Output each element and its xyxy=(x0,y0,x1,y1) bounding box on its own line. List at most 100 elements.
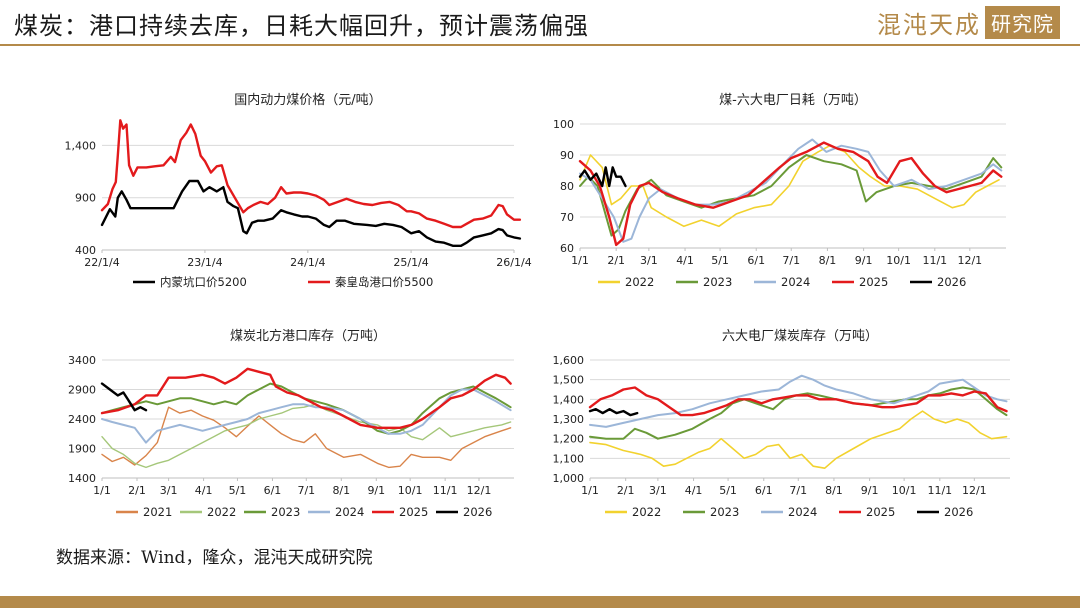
chart-price: 国内动力煤价格（元/吨） 400 900 1,400 22/1/4 23/1/4 24/1/… xyxy=(65,92,532,289)
y-tick-label: 1,100 xyxy=(553,452,585,465)
header-divider xyxy=(0,44,1080,46)
series-line-2024 xyxy=(589,374,1008,428)
x-tick-label: 22/1/4 xyxy=(84,256,119,269)
series-line-2023 xyxy=(579,154,1003,237)
y-tick-label: 400 xyxy=(75,244,96,257)
x-tick-label: 8/1 xyxy=(825,484,843,497)
x-tick-label: 10/1 xyxy=(892,484,917,497)
x-tick-label: 8/1 xyxy=(819,254,837,267)
x-tick-label: 4/1 xyxy=(195,484,213,497)
x-tick-label: 2/1 xyxy=(617,484,635,497)
series-line-2026 xyxy=(578,166,627,188)
chart-port-inventory: 煤炭北方港口库存（万吨） 1400 1900 2400 2900 3400 1/1 2/1 3/… xyxy=(68,328,514,519)
brand-logo: 混沌天成 研究院 xyxy=(877,4,1060,40)
chart-plant-inventory: 六大电厂煤炭库存（万吨） 1,000 1,100 1,200 1,300 1,400 1,5… xyxy=(553,328,1010,519)
chart-daily-consumption: 煤-六大电厂日耗（万吨） 60 70 80 90 100 1/1 2/1 3/1 4/1 5/1 6/… xyxy=(553,93,1006,289)
x-tick-label: 3/1 xyxy=(640,254,658,267)
legend-label: 2026 xyxy=(463,505,492,519)
x-tick-label: 2/1 xyxy=(128,484,146,497)
x-tick-label: 9/1 xyxy=(855,254,873,267)
chart-title: 煤-六大电厂日耗（万吨） xyxy=(719,93,867,108)
x-tick-label: 7/1 xyxy=(297,484,315,497)
x-tick-label: 6/1 xyxy=(747,254,765,267)
x-tick-label: 7/1 xyxy=(782,254,800,267)
x-tick-label: 10/1 xyxy=(398,484,423,497)
legend-label: 2023 xyxy=(271,505,300,519)
data-source-note: 数据来源：Wind，隆众，混沌天成研究院 xyxy=(56,548,373,568)
legend-label: 2023 xyxy=(710,505,739,519)
chart-title: 六大电厂煤炭库存（万吨） xyxy=(722,328,878,344)
series-line-2022 xyxy=(589,410,1008,469)
page-title: 煤炭：港口持续去库，日耗大幅回升，预计震荡偏强 xyxy=(14,12,589,40)
y-tick-label: 1,000 xyxy=(553,472,585,485)
y-tick-label: 1900 xyxy=(68,443,96,456)
x-tick-label: 2/1 xyxy=(607,254,625,267)
x-tick-label: 8/1 xyxy=(332,484,350,497)
y-tick-label: 90 xyxy=(560,149,574,162)
y-tick-label: 60 xyxy=(560,242,574,255)
legend-label: 2025 xyxy=(866,505,895,519)
series-line-2025 xyxy=(588,386,1008,417)
x-tick-label: 5/1 xyxy=(229,484,247,497)
series-line-内蒙坑口价5200 xyxy=(100,179,522,247)
x-tick-label: 7/1 xyxy=(789,484,807,497)
y-tick-label: 1400 xyxy=(68,472,96,485)
x-tick-label: 1/1 xyxy=(581,484,599,497)
chart-title: 煤炭北方港口库存（万吨） xyxy=(230,328,386,344)
logo-box: 研究院 xyxy=(985,5,1060,39)
legend-label: 2026 xyxy=(937,275,966,289)
series-line-2022 xyxy=(101,403,512,469)
logo-text: 混沌天成 xyxy=(877,10,981,39)
y-tick-label: 900 xyxy=(75,192,96,205)
y-tick-label: 1,300 xyxy=(553,413,585,426)
x-tick-label: 1/1 xyxy=(571,254,589,267)
legend-label: 秦皇岛港口价5500 xyxy=(335,275,433,289)
legend-label: 2022 xyxy=(625,275,654,289)
x-tick-label: 25/1/4 xyxy=(393,256,428,269)
x-tick-label: 5/1 xyxy=(711,254,729,267)
x-tick-label: 9/1 xyxy=(367,484,385,497)
y-tick-label: 80 xyxy=(560,180,574,193)
y-tick-label: 1,200 xyxy=(553,433,585,446)
y-tick-label: 2400 xyxy=(68,413,96,426)
series-line-2024 xyxy=(101,388,512,444)
series-line-2023 xyxy=(101,382,512,435)
y-tick-label: 2900 xyxy=(68,384,96,397)
legend-label: 2023 xyxy=(703,275,732,289)
x-tick-label: 24/1/4 xyxy=(290,256,325,269)
y-tick-label: 1,400 xyxy=(553,393,585,406)
legend-label: 2025 xyxy=(859,275,888,289)
x-tick-label: 5/1 xyxy=(719,484,737,497)
x-tick-label: 9/1 xyxy=(861,484,879,497)
legend-label: 2022 xyxy=(207,505,236,519)
x-tick-label: 10/1 xyxy=(886,254,911,267)
x-tick-label: 26/1/4 xyxy=(496,256,531,269)
y-tick-label: 100 xyxy=(553,118,574,131)
legend-label: 2024 xyxy=(335,505,364,519)
series-line-2021 xyxy=(101,406,512,469)
legend-label: 2022 xyxy=(632,505,661,519)
x-tick-label: 11/1 xyxy=(922,254,947,267)
series-line-2023 xyxy=(589,386,1008,440)
legend-label: 2024 xyxy=(781,275,810,289)
y-tick-label: 70 xyxy=(560,211,574,224)
x-tick-label: 6/1 xyxy=(755,484,773,497)
x-tick-label: 12/1 xyxy=(957,254,982,267)
y-tick-label: 3400 xyxy=(68,354,96,367)
y-tick-label: 1,600 xyxy=(553,354,585,367)
x-tick-label: 1/1 xyxy=(93,484,111,497)
y-tick-label: 1,500 xyxy=(553,374,585,387)
legend-label: 内蒙坑口价5200 xyxy=(160,275,247,289)
x-tick-label: 4/1 xyxy=(685,484,703,497)
footer-bar xyxy=(0,596,1080,608)
legend-label: 2026 xyxy=(944,505,973,519)
chart-title: 国内动力煤价格（元/吨） xyxy=(234,92,381,108)
legend-label: 2024 xyxy=(788,505,817,519)
x-tick-label: 11/1 xyxy=(927,484,952,497)
legend-label: 2021 xyxy=(143,505,172,519)
x-tick-label: 6/1 xyxy=(264,484,282,497)
series-line-2025 xyxy=(578,141,1003,247)
series-line-2026 xyxy=(100,382,148,412)
series-line-2022 xyxy=(579,144,1000,228)
y-tick-label: 1,400 xyxy=(65,139,97,152)
